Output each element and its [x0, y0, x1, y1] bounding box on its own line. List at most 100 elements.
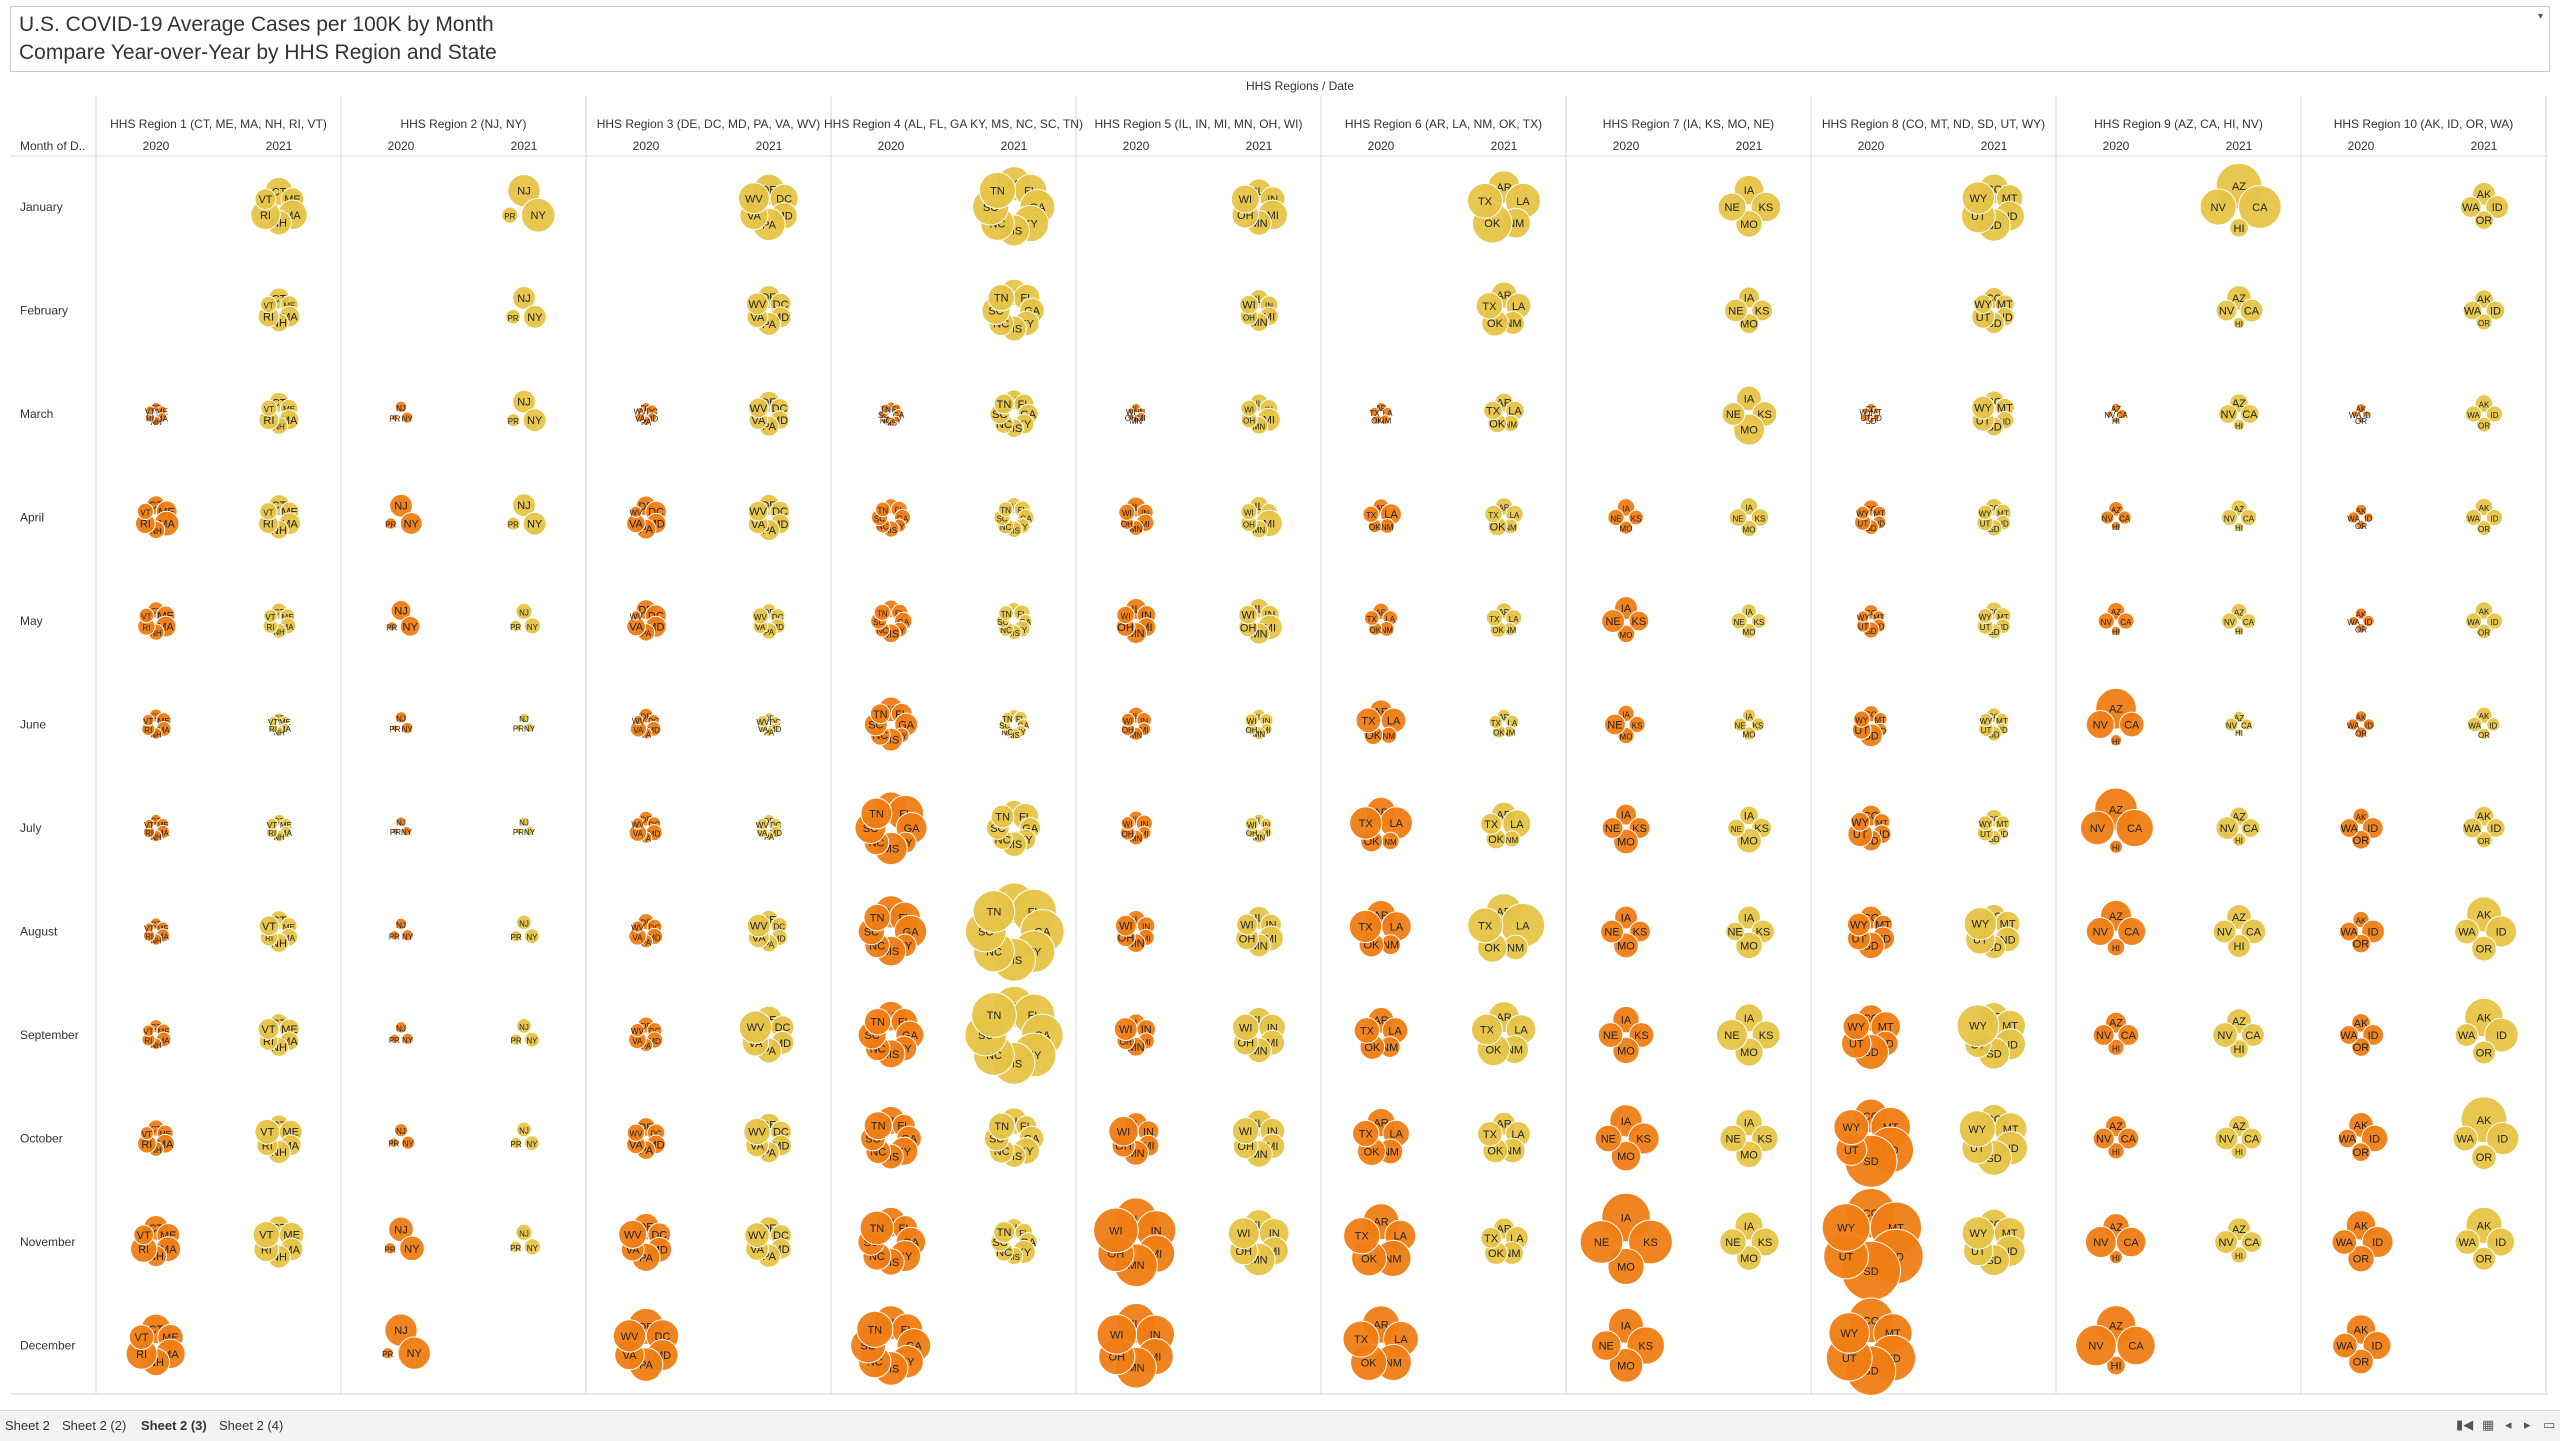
chevron-down-icon[interactable]: ▾	[2537, 11, 2543, 22]
data-bubble[interactable]	[263, 608, 278, 624]
data-bubble[interactable]	[386, 621, 398, 632]
data-bubble[interactable]	[998, 605, 1014, 621]
data-bubble[interactable]	[509, 1136, 523, 1150]
data-bubble[interactable]	[636, 406, 644, 415]
data-bubble[interactable]	[509, 1033, 523, 1046]
data-bubble[interactable]	[626, 1123, 646, 1142]
data-bubble[interactable]	[401, 929, 414, 942]
data-bubble[interactable]	[133, 1224, 155, 1246]
previous-icon[interactable]: ◂	[2505, 1417, 2512, 1432]
data-bubble[interactable]	[394, 400, 408, 414]
data-bubble[interactable]	[518, 816, 530, 827]
data-bubble[interactable]	[630, 1022, 645, 1038]
data-bubble[interactable]	[397, 1336, 431, 1370]
data-bubble[interactable]	[520, 197, 556, 233]
data-bubble[interactable]	[383, 1242, 397, 1255]
data-bubble[interactable]	[506, 413, 521, 428]
data-bubble[interactable]	[633, 714, 644, 726]
data-bubble[interactable]	[257, 1018, 280, 1040]
data-bubble[interactable]	[863, 1007, 892, 1036]
data-bubble[interactable]	[144, 405, 156, 416]
data-bubble[interactable]	[401, 1135, 416, 1150]
present-icon[interactable]: ▭	[2543, 1417, 2556, 1432]
data-bubble[interactable]	[859, 1210, 895, 1246]
data-bubble[interactable]	[381, 1346, 394, 1360]
data-bubble[interactable]	[389, 1033, 400, 1044]
data-bubble[interactable]	[139, 1126, 154, 1141]
data-bubble[interactable]	[260, 399, 278, 417]
data-bubble[interactable]	[505, 308, 521, 325]
data-bubble[interactable]	[501, 206, 519, 224]
data-bubble[interactable]	[128, 1324, 155, 1351]
data-bubble[interactable]	[745, 292, 769, 316]
data-bubble[interactable]	[142, 713, 155, 727]
data-bubble[interactable]	[400, 721, 414, 735]
data-bubble[interactable]	[518, 712, 530, 724]
data-bubble[interactable]	[524, 1135, 540, 1151]
data-bubble[interactable]	[516, 914, 532, 931]
data-bubble[interactable]	[267, 715, 279, 727]
data-bubble[interactable]	[399, 511, 423, 535]
data-bubble[interactable]	[997, 501, 1014, 517]
data-bubble[interactable]	[254, 1118, 281, 1145]
data-bubble[interactable]	[629, 505, 643, 518]
data-bubble[interactable]	[631, 920, 644, 933]
data-bubble[interactable]	[512, 389, 536, 414]
data-bubble[interactable]	[515, 602, 533, 620]
data-bubble[interactable]	[514, 723, 523, 732]
first-page-icon[interactable]: ▮◀	[2456, 1417, 2474, 1432]
data-bubble[interactable]	[873, 603, 891, 621]
data-bubble[interactable]	[738, 1010, 773, 1044]
data-bubble[interactable]	[515, 1223, 533, 1241]
data-bubble[interactable]	[401, 826, 412, 837]
data-bubble[interactable]	[400, 411, 414, 424]
data-bubble[interactable]	[395, 816, 407, 827]
data-bubble[interactable]	[259, 295, 278, 314]
data-bubble[interactable]	[393, 1123, 409, 1138]
data-bubble[interactable]	[143, 818, 155, 830]
data-bubble[interactable]	[254, 188, 277, 211]
data-bubble[interactable]	[522, 304, 547, 329]
data-bubble[interactable]	[390, 600, 412, 621]
data-bubble[interactable]	[394, 1021, 408, 1034]
data-bubble[interactable]	[522, 408, 547, 433]
data-bubble[interactable]	[522, 511, 547, 536]
data-bubble[interactable]	[509, 1240, 522, 1254]
data-bubble[interactable]	[389, 493, 413, 518]
data-bubble[interactable]	[401, 1032, 414, 1046]
data-bubble[interactable]	[516, 1017, 532, 1034]
tab-sheet-2-4[interactable]: Sheet 2 (4)	[219, 1418, 284, 1433]
data-bubble[interactable]	[630, 610, 642, 621]
next-icon[interactable]: ▸	[2524, 1417, 2531, 1432]
data-bubble[interactable]	[514, 827, 523, 836]
data-bubble[interactable]	[856, 1310, 894, 1348]
data-bubble[interactable]	[142, 1024, 155, 1037]
data-bubble[interactable]	[524, 1031, 540, 1048]
data-bubble[interactable]	[509, 929, 523, 943]
grid-icon[interactable]: ▦	[2482, 1417, 2495, 1432]
tab-sheet-2-2[interactable]: Sheet 2 (2)	[62, 1418, 127, 1433]
data-bubble[interactable]	[389, 930, 400, 941]
data-bubble[interactable]	[509, 619, 522, 633]
data-bubble[interactable]	[391, 413, 399, 422]
data-bubble[interactable]	[391, 827, 400, 836]
data-bubble[interactable]	[258, 915, 280, 937]
data-bubble[interactable]	[618, 1219, 648, 1249]
data-bubble[interactable]	[136, 502, 154, 520]
data-bubble[interactable]	[756, 714, 770, 728]
data-bubble[interactable]	[756, 817, 769, 831]
data-bubble[interactable]	[388, 1137, 400, 1148]
data-bubble[interactable]	[737, 182, 770, 215]
data-bubble[interactable]	[523, 617, 541, 635]
data-bubble[interactable]	[748, 397, 769, 419]
data-bubble[interactable]	[394, 711, 408, 724]
data-bubble[interactable]	[512, 493, 536, 518]
data-bubble[interactable]	[751, 607, 769, 625]
data-bubble[interactable]	[993, 393, 1015, 415]
tab-sheet-2[interactable]: Sheet 2	[5, 1418, 50, 1433]
data-bubble[interactable]	[987, 284, 1015, 312]
data-bubble[interactable]	[143, 922, 155, 933]
data-bubble[interactable]	[744, 1222, 770, 1248]
data-bubble[interactable]	[863, 1111, 893, 1141]
data-bubble[interactable]	[863, 903, 891, 932]
